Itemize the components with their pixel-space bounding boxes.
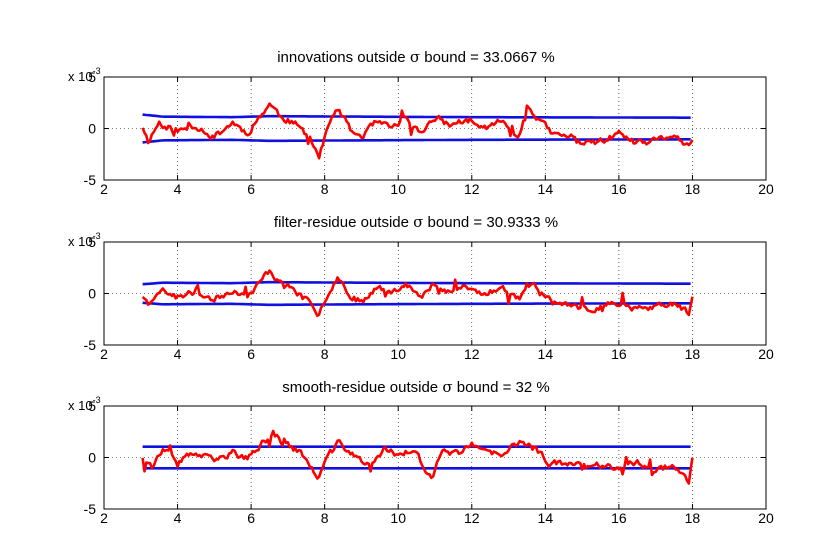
subplot-title: smooth-residue outside σ bound = 32 % (282, 378, 550, 396)
x-tick-label: 2 (100, 181, 108, 197)
x-tick-label: 18 (685, 346, 701, 362)
residual-series-line (141, 102, 694, 160)
x-tick-label: 14 (538, 181, 554, 197)
x-tick-label: 2 (100, 346, 108, 362)
x-tick-label: 4 (174, 181, 182, 197)
x-tick-label: 20 (758, 346, 774, 362)
residual-series-line (141, 429, 694, 485)
x-tick-label: 16 (611, 181, 627, 197)
x-tick-label: 12 (464, 346, 480, 362)
x-tick-label: 14 (538, 510, 554, 526)
y-multiplier: x 10-3 (68, 231, 101, 249)
x-tick-label: 10 (390, 510, 406, 526)
subplot-innovations: innovations outside σ bound = 33.0667 % … (68, 48, 774, 197)
y-tick-label: 5 (88, 234, 96, 250)
y-multiplier: x 10-3 (68, 66, 101, 84)
x-tick-label: 18 (685, 181, 701, 197)
x-tick-label: 4 (174, 510, 182, 526)
x-tick-label: 20 (758, 510, 774, 526)
subplot-title: innovations outside σ bound = 33.0667 % (277, 48, 555, 66)
x-tick-label: 6 (247, 346, 255, 362)
subplot-filter-residue: filter-residue outside σ bound = 30.9333… (68, 213, 774, 362)
axes-background (104, 242, 766, 345)
upper-sigma-bound (142, 280, 691, 286)
sigma-symbol: σ (413, 213, 423, 231)
x-tick-label: 14 (538, 346, 554, 362)
axes-background (104, 77, 766, 180)
y-tick-label: -5 (84, 172, 97, 188)
subplot-smooth-residue: smooth-residue outside σ bound = 32 % x … (68, 378, 774, 526)
y-tick-label: -5 (84, 337, 97, 353)
x-tick-label: 4 (174, 346, 182, 362)
x-tick-label: 8 (321, 181, 329, 197)
x-tick-label: 6 (247, 181, 255, 197)
residual-series-line (141, 269, 694, 318)
sigma-symbol: σ (442, 378, 452, 396)
y-tick-label: -5 (84, 501, 97, 517)
x-tick-label: 10 (390, 181, 406, 197)
x-tick-label: 18 (685, 510, 701, 526)
x-tick-label: 20 (758, 181, 774, 197)
y-tick-label: 0 (88, 121, 96, 137)
x-tick-label: 6 (247, 510, 255, 526)
x-tick-label: 12 (464, 510, 480, 526)
y-tick-label: 5 (88, 398, 96, 414)
sigma-symbol: σ (410, 48, 420, 66)
plot-area: 2 4 6 8 10 12 14 16 18 20 -5 0 5 (84, 234, 774, 362)
x-tick-label: 2 (100, 510, 108, 526)
x-tick-label: 16 (611, 346, 627, 362)
y-tick-label: 0 (88, 286, 96, 302)
subplot-title: filter-residue outside σ bound = 30.9333… (274, 213, 558, 231)
y-tick-label: 0 (88, 450, 96, 466)
x-tick-label: 8 (321, 510, 329, 526)
plot-area: 2 4 6 8 10 12 14 16 18 20 -5 0 5 (84, 69, 774, 197)
y-tick-label: 5 (88, 69, 96, 85)
x-tick-label: 10 (390, 346, 406, 362)
axes-background (104, 406, 766, 509)
upper-sigma-bound (142, 113, 691, 119)
y-multiplier: x 10-3 (68, 395, 101, 413)
lower-sigma-bound (142, 301, 691, 307)
plot-area: 2 4 6 8 10 12 14 16 18 20 -5 0 5 (84, 398, 774, 526)
x-tick-label: 8 (321, 346, 329, 362)
x-tick-label: 12 (464, 181, 480, 197)
x-tick-label: 16 (611, 510, 627, 526)
